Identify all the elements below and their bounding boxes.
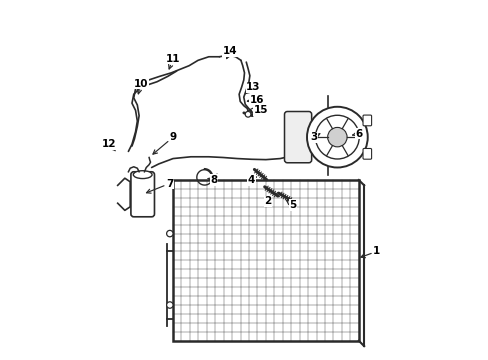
Circle shape bbox=[166, 230, 173, 237]
Circle shape bbox=[166, 302, 173, 308]
Text: 15: 15 bbox=[248, 105, 267, 115]
Text: 4: 4 bbox=[247, 175, 256, 185]
Text: 13: 13 bbox=[245, 82, 260, 94]
Circle shape bbox=[244, 111, 250, 117]
Text: 12: 12 bbox=[102, 139, 116, 151]
Text: 1: 1 bbox=[360, 247, 380, 258]
FancyBboxPatch shape bbox=[131, 172, 154, 217]
Bar bbox=[173, 180, 358, 341]
FancyBboxPatch shape bbox=[362, 115, 371, 126]
Text: 16: 16 bbox=[247, 95, 264, 105]
Circle shape bbox=[306, 107, 367, 167]
FancyBboxPatch shape bbox=[362, 148, 371, 159]
Text: 7: 7 bbox=[146, 179, 173, 193]
Circle shape bbox=[315, 115, 359, 159]
Text: 8: 8 bbox=[208, 175, 217, 185]
Circle shape bbox=[327, 127, 346, 147]
Text: 9: 9 bbox=[153, 132, 176, 154]
Text: 3: 3 bbox=[310, 132, 319, 142]
Text: 10: 10 bbox=[133, 78, 148, 94]
Ellipse shape bbox=[133, 171, 152, 179]
Text: 11: 11 bbox=[165, 54, 180, 69]
Text: 2: 2 bbox=[264, 197, 271, 206]
FancyBboxPatch shape bbox=[284, 112, 311, 163]
Text: 14: 14 bbox=[223, 46, 237, 59]
Text: 5: 5 bbox=[286, 200, 296, 210]
Text: 6: 6 bbox=[352, 129, 362, 139]
